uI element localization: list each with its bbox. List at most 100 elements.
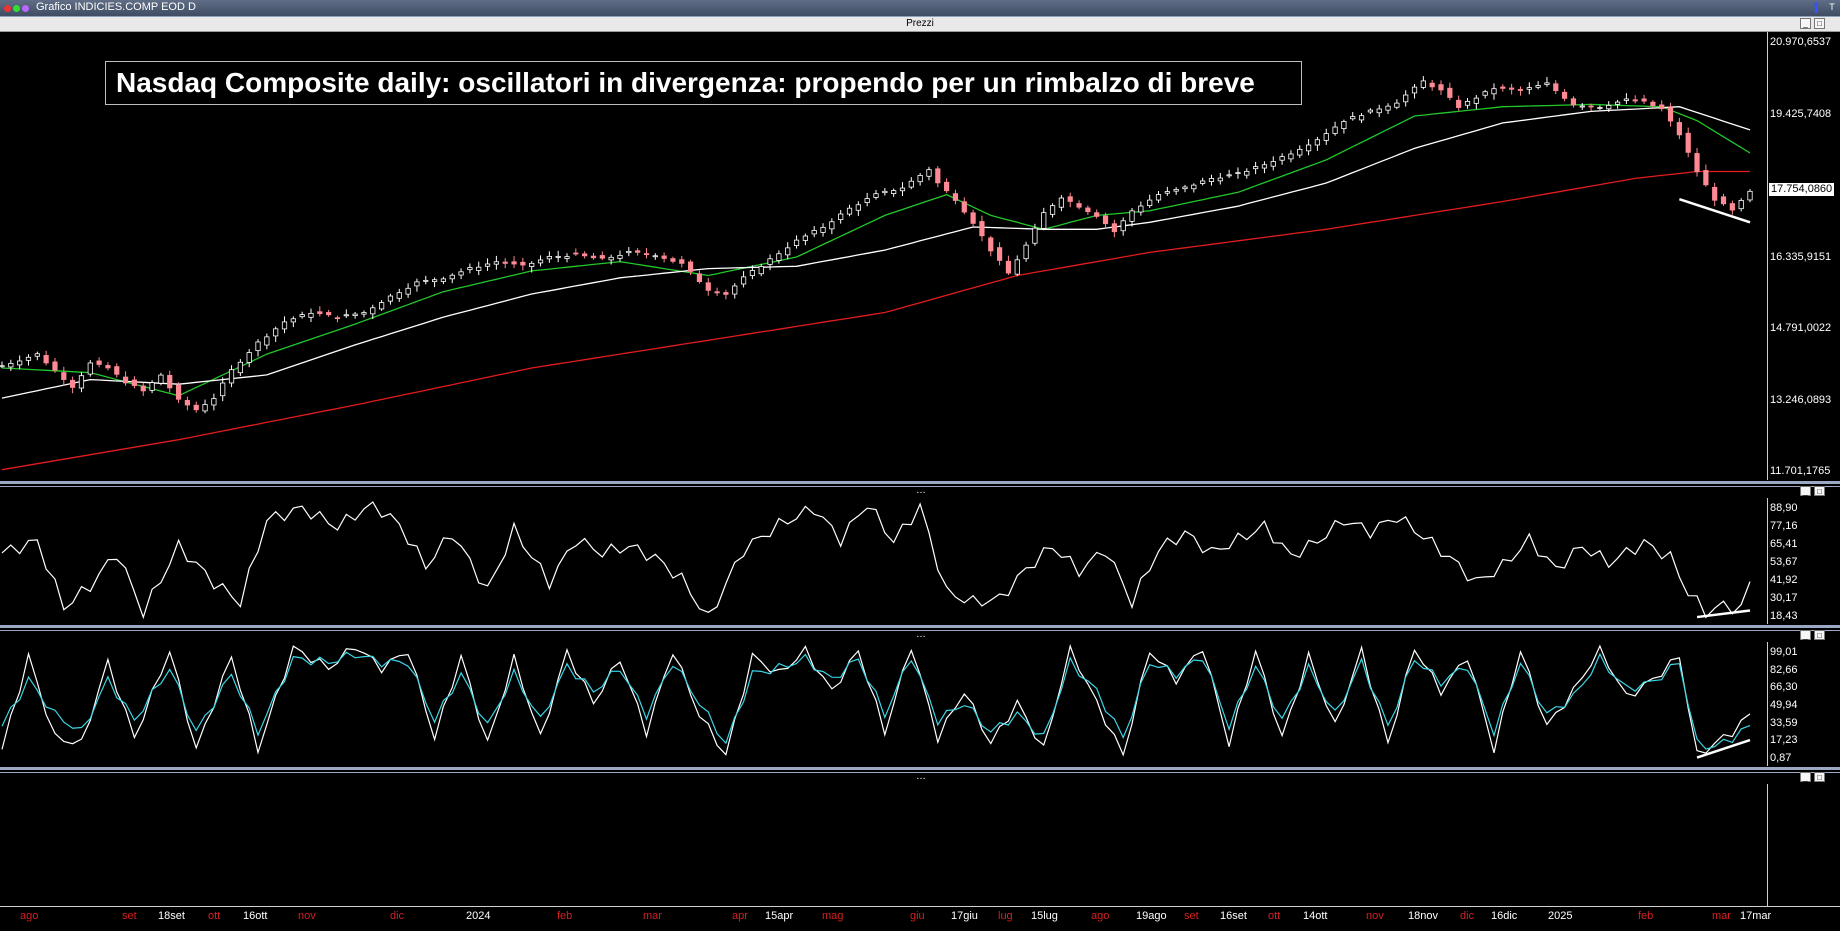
x-tick-label: 17mar bbox=[1740, 910, 1772, 922]
candle bbox=[423, 275, 429, 285]
price-panel-maximize-button[interactable]: □ bbox=[1814, 18, 1825, 29]
restore-icon[interactable]: ▌ bbox=[1814, 2, 1822, 12]
candle bbox=[317, 306, 323, 317]
osc-panel-maximize-button[interactable]: □ bbox=[1814, 486, 1825, 496]
stoch-panel-header: … _ □ bbox=[0, 629, 1840, 641]
last-price-label: 17.754,0860 bbox=[1769, 183, 1835, 196]
candle bbox=[105, 362, 111, 371]
price-y-tick: 14.791,0022 bbox=[1770, 322, 1832, 335]
candle bbox=[1367, 108, 1373, 114]
osc-y-tick: 77,16 bbox=[1770, 520, 1798, 532]
candle bbox=[202, 399, 208, 414]
stoch-y-tick: 0,87 bbox=[1770, 752, 1792, 764]
candle bbox=[670, 256, 676, 264]
osc-y-tick: 53,67 bbox=[1770, 556, 1798, 568]
price-chart[interactable] bbox=[0, 32, 1767, 480]
candle bbox=[0, 361, 5, 369]
oscillator-chart[interactable] bbox=[0, 498, 1767, 624]
candle bbox=[193, 401, 199, 413]
panel-grip-3[interactable]: … bbox=[916, 771, 926, 782]
candle bbox=[546, 251, 552, 263]
candle bbox=[1191, 183, 1197, 193]
help-button[interactable]: T bbox=[1829, 2, 1835, 12]
candle bbox=[1102, 212, 1109, 229]
candle bbox=[908, 177, 914, 190]
candle bbox=[802, 233, 808, 246]
candle bbox=[476, 261, 482, 276]
osc-panel-minimize-button[interactable]: _ bbox=[1800, 486, 1811, 496]
price-panel-minimize-button[interactable]: _ bbox=[1800, 18, 1811, 29]
panel-grip-1[interactable]: … bbox=[916, 485, 926, 496]
candle bbox=[237, 359, 243, 377]
candle bbox=[1509, 83, 1515, 95]
candle bbox=[1288, 150, 1294, 163]
candle bbox=[899, 182, 906, 196]
candle bbox=[1438, 80, 1444, 95]
x-tick-label: ago bbox=[20, 910, 39, 922]
candle bbox=[873, 190, 879, 200]
x-tick-label: 2025 bbox=[1548, 910, 1573, 922]
candle bbox=[714, 287, 720, 296]
empty-panel bbox=[0, 784, 1767, 906]
stoch-panel-minimize-button[interactable]: _ bbox=[1800, 630, 1811, 640]
candle bbox=[87, 359, 93, 377]
candle bbox=[1464, 98, 1471, 109]
candle bbox=[679, 255, 685, 268]
candle bbox=[1667, 102, 1674, 127]
stoch-panel-maximize-button[interactable]: □ bbox=[1814, 630, 1825, 640]
candle bbox=[1350, 112, 1356, 121]
candle bbox=[1270, 156, 1276, 171]
stoch-divergence-line bbox=[1696, 738, 1751, 759]
osc-line-line bbox=[1, 501, 1751, 620]
candle bbox=[1120, 217, 1126, 236]
x-tick-label: nov bbox=[298, 910, 316, 922]
candle bbox=[1676, 117, 1682, 140]
empty-panel-minimize-button[interactable]: _ bbox=[1800, 772, 1811, 782]
panel-separator-2[interactable] bbox=[0, 625, 1840, 628]
osc-y-tick: 41,92 bbox=[1770, 574, 1798, 586]
candle bbox=[114, 363, 120, 378]
candle bbox=[776, 250, 782, 264]
candle bbox=[1579, 103, 1585, 110]
candle bbox=[1297, 145, 1303, 158]
x-tick-label: 17giu bbox=[951, 910, 978, 922]
candle bbox=[414, 278, 420, 292]
empty-panel-maximize-button[interactable]: □ bbox=[1814, 772, 1825, 782]
x-tick-label: 2024 bbox=[466, 910, 491, 922]
candle bbox=[1553, 80, 1559, 95]
stoch-y-tick: 17,23 bbox=[1770, 734, 1798, 747]
candle bbox=[334, 315, 341, 323]
candle bbox=[723, 289, 729, 300]
candle bbox=[1332, 121, 1338, 136]
x-tick-label: 14ott bbox=[1303, 910, 1328, 922]
candle bbox=[440, 276, 447, 285]
stoch-y-tick: 49,94 bbox=[1770, 699, 1798, 711]
candle bbox=[1747, 188, 1753, 203]
panel-separator-1[interactable] bbox=[0, 481, 1840, 484]
candle bbox=[608, 254, 614, 265]
candle bbox=[935, 166, 941, 188]
candle bbox=[590, 252, 597, 260]
candle bbox=[1005, 255, 1012, 275]
candle bbox=[1544, 76, 1550, 87]
x-tick-label: 15lug bbox=[1031, 910, 1058, 922]
candle bbox=[290, 316, 296, 328]
x-tick-label: ago bbox=[1091, 910, 1110, 922]
panel-separator-3[interactable] bbox=[0, 767, 1840, 770]
stochastic-chart[interactable] bbox=[0, 642, 1767, 766]
stoch-stoch-k-line bbox=[1, 643, 1751, 757]
candle bbox=[758, 263, 764, 277]
candle bbox=[1482, 89, 1488, 99]
candle bbox=[1720, 193, 1727, 206]
candle bbox=[1570, 96, 1577, 108]
panel-grip-2[interactable]: … bbox=[916, 629, 926, 640]
candle bbox=[1023, 241, 1029, 262]
osc-y-tick: 18,43 bbox=[1770, 610, 1798, 622]
candle bbox=[635, 248, 641, 256]
candle bbox=[1155, 191, 1162, 203]
candle bbox=[1129, 207, 1135, 227]
price-y-tick: 16.335,9151 bbox=[1770, 250, 1832, 263]
x-tick-label: feb bbox=[557, 910, 573, 922]
candle bbox=[882, 188, 888, 196]
candle bbox=[855, 201, 861, 216]
